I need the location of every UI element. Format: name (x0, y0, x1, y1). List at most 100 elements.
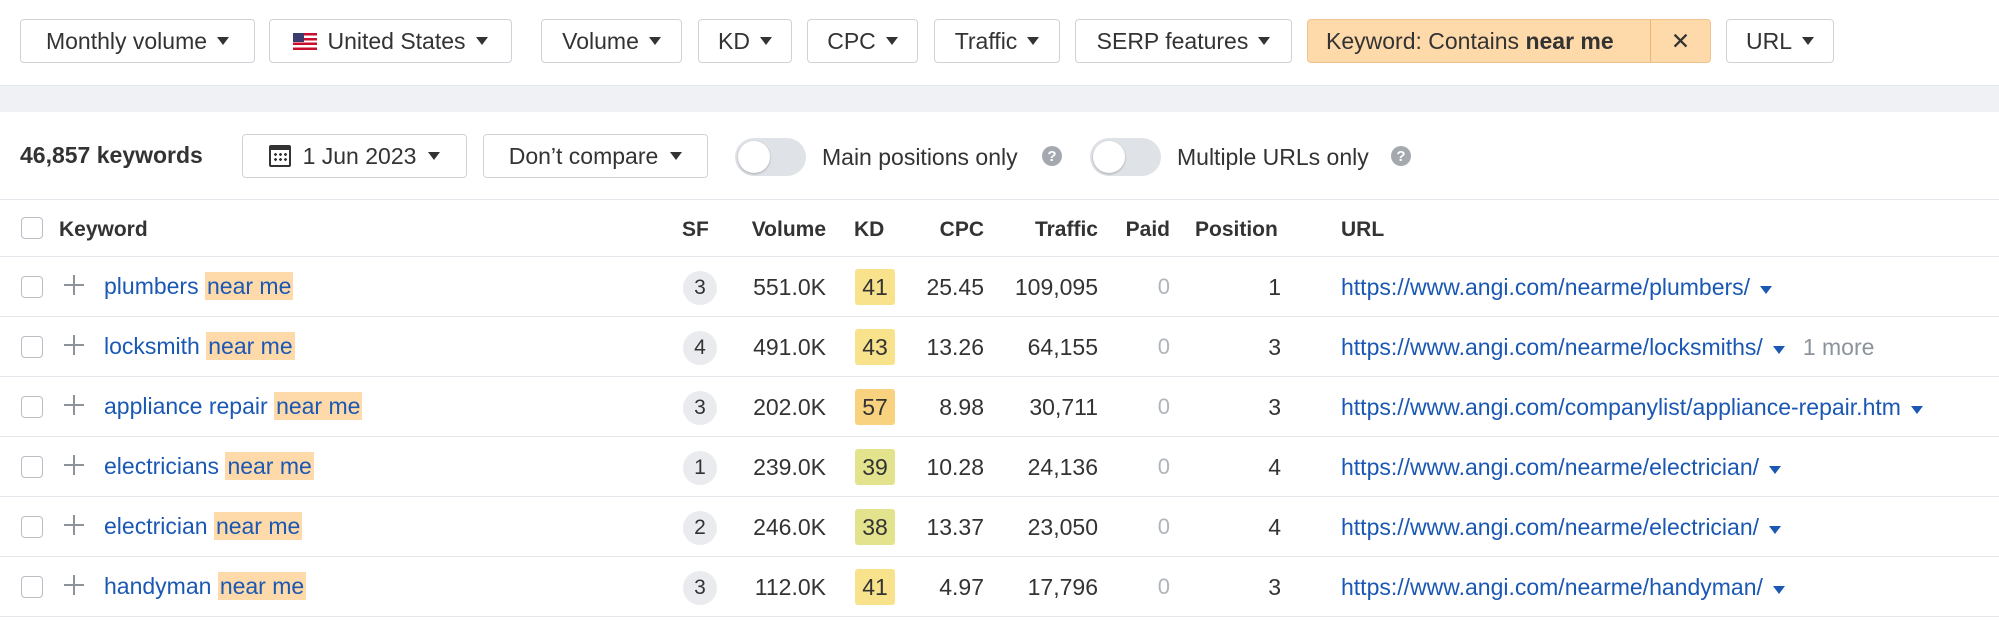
url-filter-button[interactable]: URL (1726, 19, 1834, 63)
help-icon[interactable]: ? (1042, 146, 1062, 166)
chevron-down-icon (759, 37, 772, 45)
cpc-value: 25.45 (926, 274, 984, 300)
url-link[interactable]: https://www.angi.com/companylist/applian… (1341, 394, 1901, 420)
column-header-paid[interactable]: Paid (1125, 218, 1170, 241)
keyword-link[interactable]: electrician near me (104, 512, 303, 540)
volume-filter-button[interactable]: Volume (541, 19, 682, 63)
kd-badge: 57 (855, 389, 895, 425)
chevron-down-icon (1802, 37, 1814, 45)
table-row: handyman near me 3 112.0K 41 4.97 17,796… (0, 557, 1999, 617)
paid-value: 0 (1157, 334, 1170, 359)
table-header: Keyword SF Volume KD CPC Traffic Paid Po… (0, 200, 1999, 257)
chevron-down-icon[interactable] (1769, 525, 1782, 534)
traffic-value: 109,095 (1014, 274, 1098, 300)
add-to-list-icon[interactable] (62, 453, 86, 477)
monthly-volume-label: Monthly volume (45, 27, 208, 54)
url-link[interactable]: https://www.angi.com/nearme/electrician/ (1341, 514, 1760, 540)
main-positions-label: Main positions only (822, 144, 1018, 170)
row-checkbox[interactable] (21, 456, 43, 478)
country-dropdown[interactable]: United States (269, 19, 512, 63)
row-checkbox[interactable] (21, 576, 43, 598)
column-header-url[interactable]: URL (1341, 218, 1385, 241)
traffic-value: 30,711 (1029, 394, 1098, 420)
url-link[interactable]: https://www.angi.com/nearme/electrician/ (1341, 454, 1760, 480)
compare-dropdown[interactable]: Don’t compare (483, 134, 708, 178)
column-header-cpc[interactable]: CPC (939, 218, 984, 241)
sf-count-badge[interactable]: 3 (683, 271, 717, 305)
add-to-list-icon[interactable] (62, 573, 86, 597)
kd-badge: 41 (855, 269, 895, 305)
sf-count-badge[interactable]: 3 (683, 571, 717, 605)
row-checkbox[interactable] (21, 336, 43, 358)
add-to-list-icon[interactable] (62, 273, 86, 297)
keyword-link[interactable]: locksmith near me (104, 332, 295, 360)
cpc-value: 4.97 (939, 574, 984, 600)
main-positions-toggle[interactable] (735, 138, 806, 176)
sf-count-badge[interactable]: 3 (683, 391, 717, 425)
keyword-filter-chip[interactable]: Keyword: Contains near me ✕ (1307, 19, 1711, 63)
row-checkbox[interactable] (21, 516, 43, 538)
cpc-filter-button[interactable]: CPC (807, 19, 918, 63)
keyword-text: locksmith (104, 333, 200, 359)
paid-value: 0 (1157, 394, 1170, 419)
table-row: locksmith near me 4 491.0K 43 13.26 64,1… (0, 317, 1999, 377)
multiple-urls-toggle[interactable] (1090, 138, 1161, 176)
column-header-position[interactable]: Position (1195, 218, 1278, 241)
url-link[interactable]: https://www.angi.com/nearme/handyman/ (1341, 574, 1763, 600)
chevron-down-icon (1027, 37, 1040, 45)
chevron-down-icon[interactable] (1772, 345, 1785, 354)
keyword-text: electrician (104, 513, 208, 539)
column-header-volume[interactable]: Volume (751, 218, 826, 241)
toggle-knob (1093, 141, 1125, 173)
keyword-link[interactable]: appliance repair near me (104, 392, 363, 420)
section-divider (0, 85, 1999, 112)
date-picker-button[interactable]: 1 Jun 2023 (242, 134, 467, 178)
monthly-volume-dropdown[interactable]: Monthly volume (20, 19, 255, 63)
country-label: United States (327, 27, 466, 54)
column-header-sf[interactable]: SF (682, 218, 709, 241)
kd-badge: 39 (855, 449, 895, 485)
position-value: 3 (1268, 394, 1281, 420)
row-checkbox[interactable] (21, 396, 43, 418)
cpc-value: 8.98 (939, 394, 984, 420)
url-link[interactable]: https://www.angi.com/nearme/plumbers/ (1341, 274, 1751, 300)
sf-count-badge[interactable]: 4 (683, 331, 717, 365)
close-icon[interactable]: ✕ (1650, 20, 1710, 62)
compare-label: Don’t compare (508, 142, 659, 169)
keyword-link[interactable]: handyman near me (104, 572, 307, 600)
add-to-list-icon[interactable] (62, 333, 86, 357)
url-cell: https://www.angi.com/companylist/applian… (1341, 394, 1923, 421)
keyword-link[interactable]: electricians near me (104, 452, 314, 480)
chevron-down-icon[interactable] (1910, 405, 1923, 414)
column-header-keyword[interactable]: Keyword (59, 218, 148, 241)
url-cell: https://www.angi.com/nearme/locksmiths/ … (1341, 334, 1874, 361)
keyword-filter-prefix: Keyword: Contains (1326, 27, 1526, 54)
chevron-down-icon[interactable] (1769, 465, 1782, 474)
add-to-list-icon[interactable] (62, 393, 86, 417)
volume-value: 491.0K (753, 334, 826, 360)
column-header-traffic[interactable]: Traffic (1034, 218, 1098, 241)
column-header-kd[interactable]: KD (854, 218, 885, 241)
keyword-count: 46,857 keywords (20, 142, 203, 168)
chevron-down-icon[interactable] (1772, 585, 1785, 594)
add-to-list-icon[interactable] (62, 513, 86, 537)
keyword-text: electricians (104, 453, 220, 479)
multiple-urls-label: Multiple URLs only (1177, 144, 1369, 170)
kd-filter-button[interactable]: KD (698, 19, 792, 63)
chevron-down-icon[interactable] (1760, 285, 1773, 294)
url-cell: https://www.angi.com/nearme/handyman/ (1341, 574, 1785, 601)
traffic-filter-button[interactable]: Traffic (934, 19, 1060, 63)
chevron-down-icon (648, 37, 661, 45)
keyword-link[interactable]: plumbers near me (104, 272, 294, 300)
select-all-checkbox[interactable] (21, 217, 43, 239)
help-icon[interactable]: ? (1391, 146, 1411, 166)
serp-features-filter-button[interactable]: SERP features (1075, 19, 1292, 63)
results-controls: 46,857 keywords 1 Jun 2023 Don’t compare… (0, 112, 1999, 200)
url-link[interactable]: https://www.angi.com/nearme/locksmiths/ (1341, 334, 1763, 360)
row-checkbox[interactable] (21, 276, 43, 298)
traffic-value: 64,155 (1027, 334, 1098, 360)
sf-count-badge[interactable]: 1 (683, 451, 717, 485)
sf-count-badge[interactable]: 2 (683, 511, 717, 545)
more-urls-link[interactable]: 1 more (1802, 334, 1875, 360)
position-value: 3 (1268, 334, 1281, 360)
